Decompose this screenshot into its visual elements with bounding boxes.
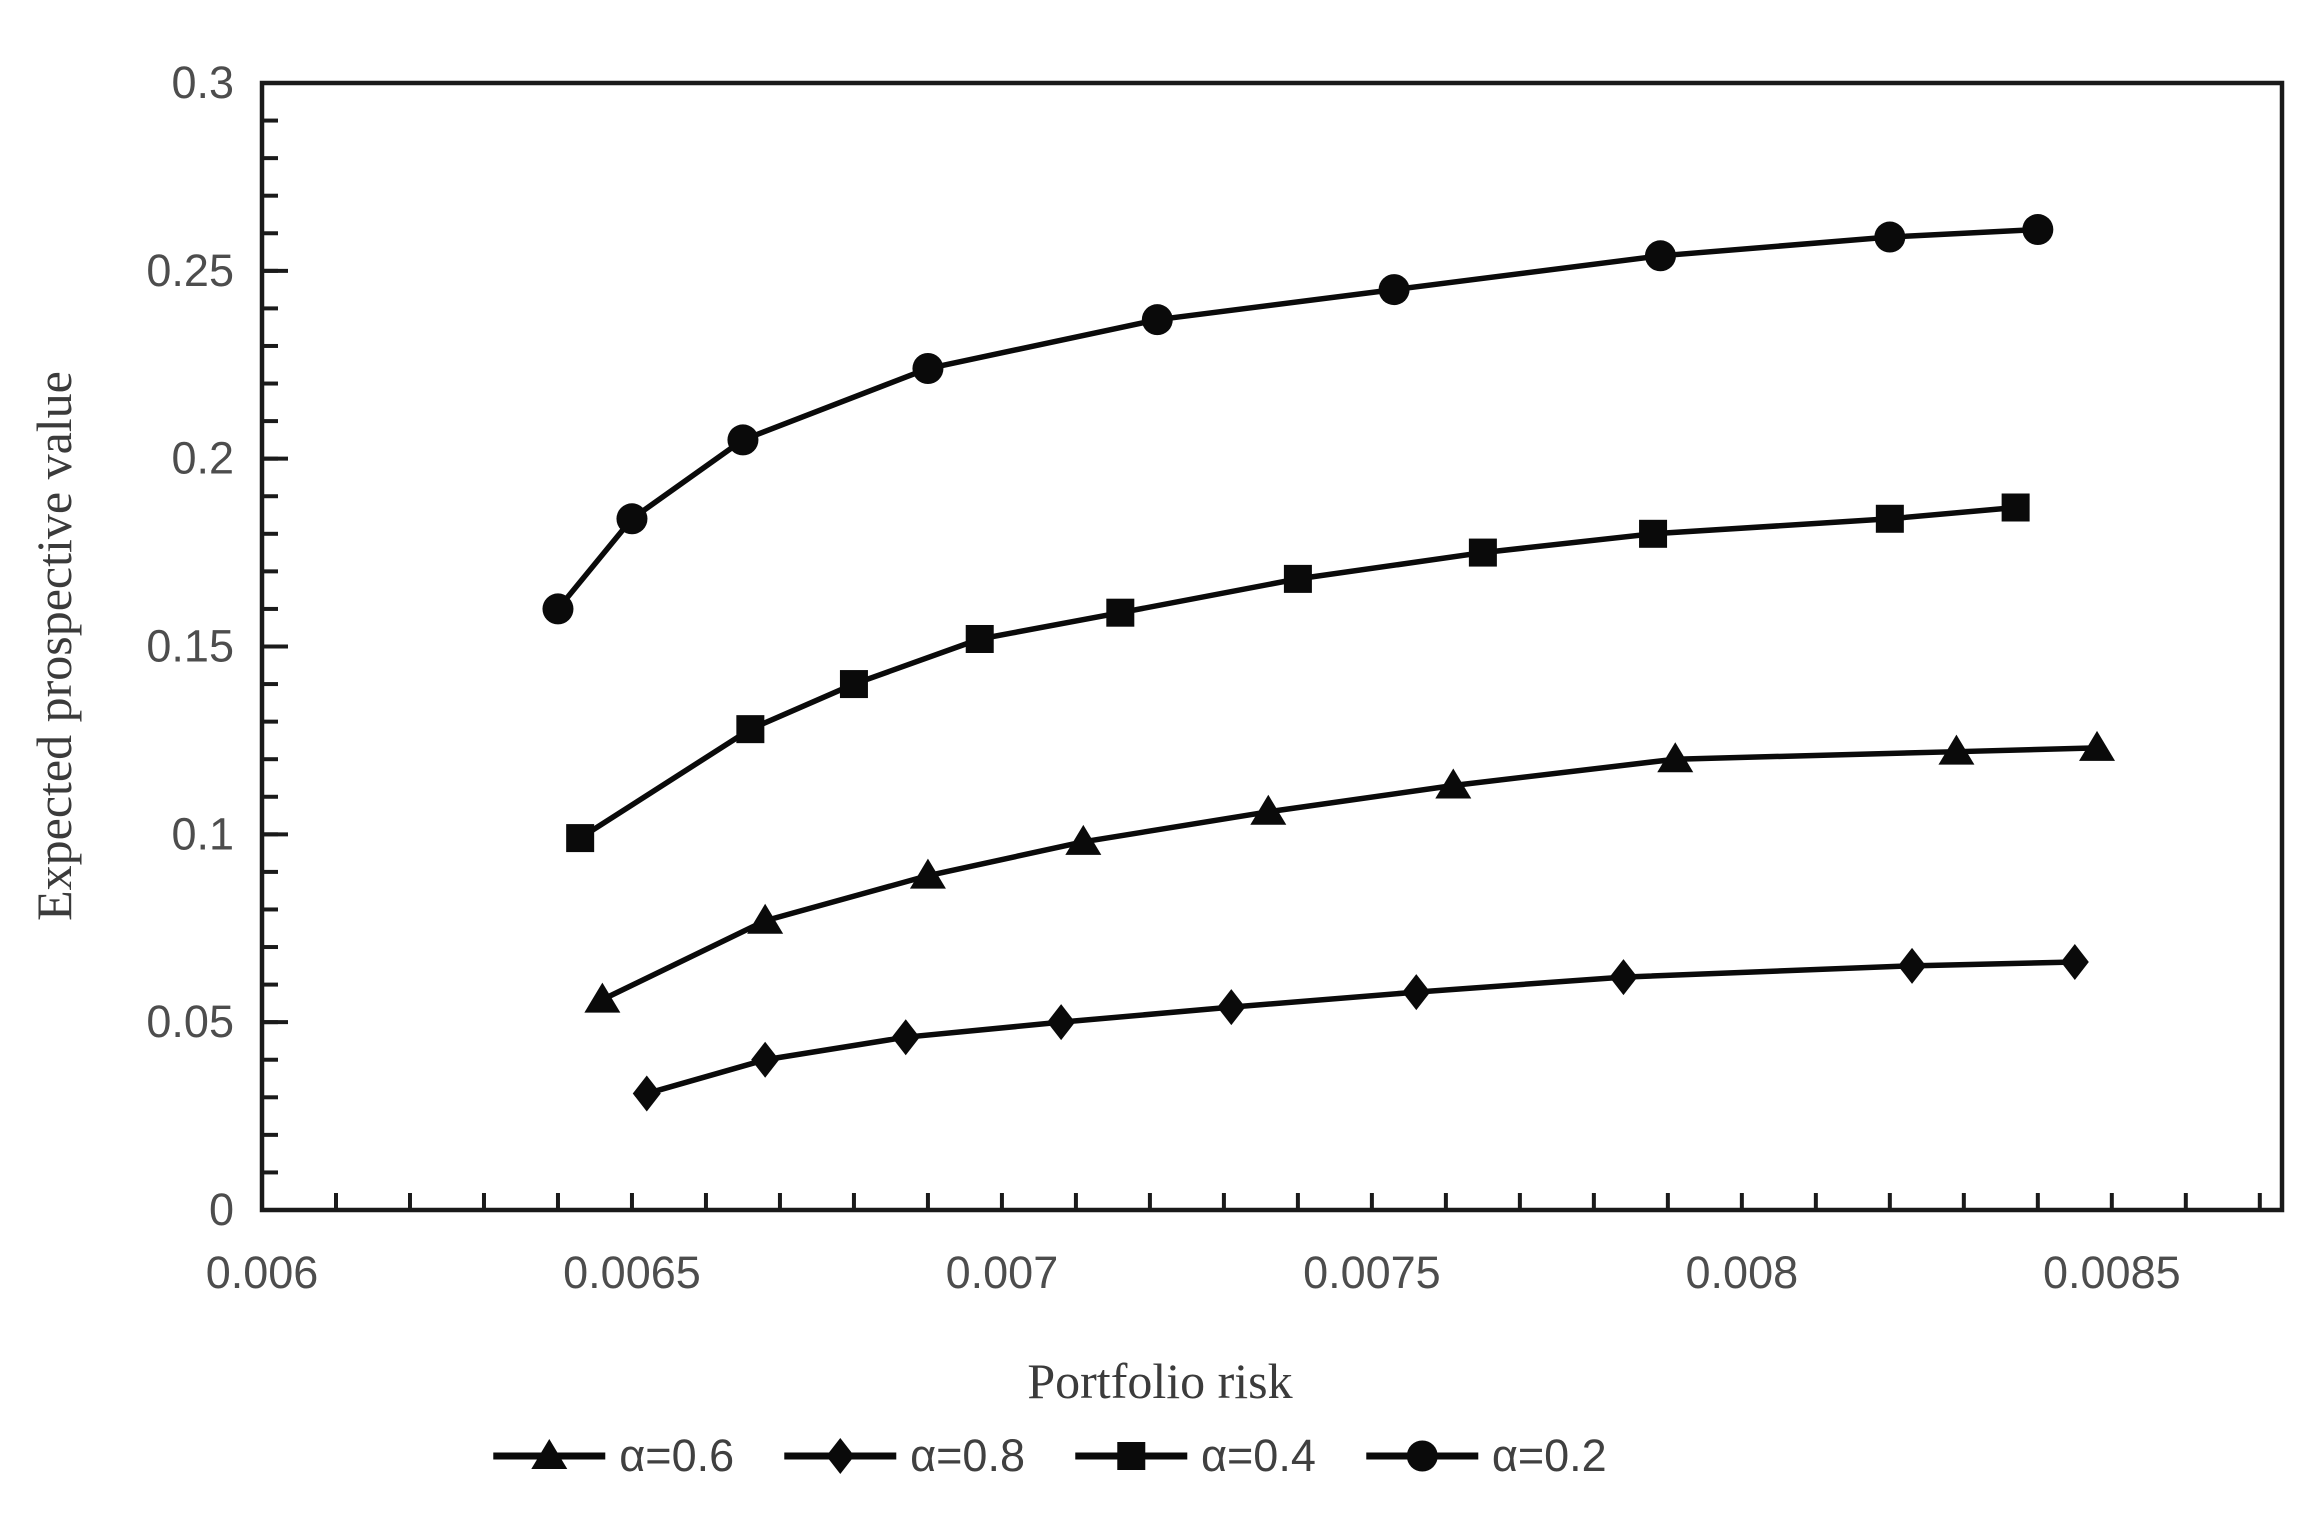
legend-diamond-icon bbox=[784, 1438, 897, 1474]
y-tick-labels: 0 0.05 0.1 0.15 0.2 0.25 0.3 bbox=[146, 57, 234, 1235]
svg-text:0.008: 0.008 bbox=[1686, 1247, 1799, 1298]
svg-text:0.1: 0.1 bbox=[171, 808, 234, 859]
svg-text:0.3: 0.3 bbox=[171, 57, 234, 108]
svg-text:0.0075: 0.0075 bbox=[1303, 1247, 1441, 1298]
series-triangle bbox=[584, 730, 2116, 1013]
svg-text:0: 0 bbox=[209, 1184, 234, 1235]
x-tick-labels: 0.006 0.0065 0.007 0.0075 0.008 0.0085 bbox=[206, 1247, 2181, 1298]
series-circle bbox=[542, 214, 2054, 625]
svg-text:0.006: 0.006 bbox=[206, 1247, 319, 1298]
x-axis-title: Portfolio risk bbox=[1027, 1353, 1293, 1409]
series-diamond bbox=[632, 944, 2089, 1112]
legend: α=0.6 α=0.8 α=0.4 α=0.2 bbox=[489, 1430, 1607, 1482]
y-axis-title: Expected prospective value bbox=[26, 371, 82, 921]
svg-text:0.05: 0.05 bbox=[146, 996, 234, 1047]
legend-item-0: α=0.6 bbox=[489, 1430, 734, 1482]
series-square bbox=[566, 493, 2030, 853]
legend-item-1: α=0.8 bbox=[780, 1430, 1025, 1482]
plot-border bbox=[259, 80, 2285, 1213]
svg-text:0.2: 0.2 bbox=[171, 433, 234, 484]
axis-ticks bbox=[262, 81, 2262, 1212]
svg-text:0.007: 0.007 bbox=[946, 1247, 1059, 1298]
svg-text:0.0085: 0.0085 bbox=[2043, 1247, 2181, 1298]
legend-circle-icon bbox=[1365, 1440, 1478, 1472]
legend-label: α=0.8 bbox=[910, 1430, 1025, 1481]
legend-item-2: α=0.4 bbox=[1071, 1430, 1316, 1482]
svg-text:0.0065: 0.0065 bbox=[563, 1247, 701, 1298]
svg-text:0.15: 0.15 bbox=[146, 621, 234, 672]
legend-label: α=0.6 bbox=[619, 1430, 735, 1481]
legend-square-icon bbox=[1075, 1442, 1187, 1470]
svg-text:0.25: 0.25 bbox=[146, 245, 234, 296]
legend-label: α=0.2 bbox=[1491, 1430, 1607, 1481]
legend-triangle-icon bbox=[493, 1439, 606, 1469]
legend-label: α=0.4 bbox=[1201, 1430, 1316, 1481]
legend-item-3: α=0.2 bbox=[1362, 1430, 1607, 1482]
